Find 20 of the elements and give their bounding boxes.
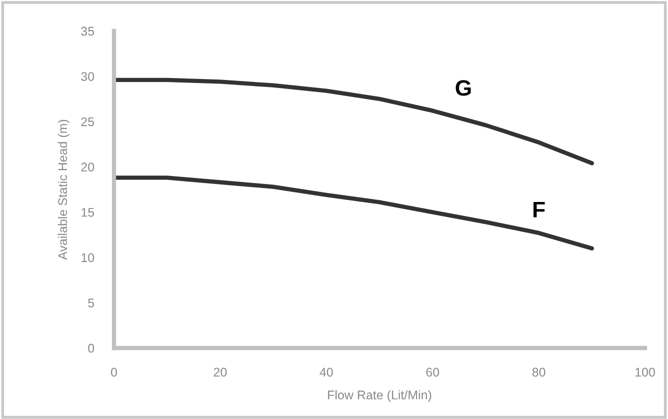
y-tick-label: 15 bbox=[82, 208, 94, 217]
line-series bbox=[114, 176, 594, 250]
series-label: F bbox=[534, 202, 545, 218]
y-tick-label: 20 bbox=[81, 162, 94, 172]
y-tick-label: 35 bbox=[81, 26, 94, 36]
x-tick-label: 60 bbox=[426, 368, 440, 377]
x-tick-label: 20 bbox=[214, 368, 227, 377]
y-tick-label: 30 bbox=[81, 72, 94, 81]
x-tick-label: 100 bbox=[636, 368, 655, 377]
x-tick-label: 80 bbox=[532, 368, 546, 377]
y-tick-label: 10 bbox=[82, 253, 94, 262]
y-tick-label: 0 bbox=[88, 344, 94, 353]
y-tick-label: 5 bbox=[88, 298, 94, 308]
y-tick-label: 25 bbox=[81, 117, 94, 126]
x-axis-title: Flow Rate (Lit/Min) bbox=[328, 390, 432, 402]
y-axis-title: Available Static Head (m) bbox=[58, 120, 70, 260]
series-label: G bbox=[456, 80, 471, 96]
x-tick-label: 40 bbox=[320, 368, 333, 377]
line-series bbox=[114, 78, 594, 166]
x-tick-label: 0 bbox=[111, 368, 117, 377]
